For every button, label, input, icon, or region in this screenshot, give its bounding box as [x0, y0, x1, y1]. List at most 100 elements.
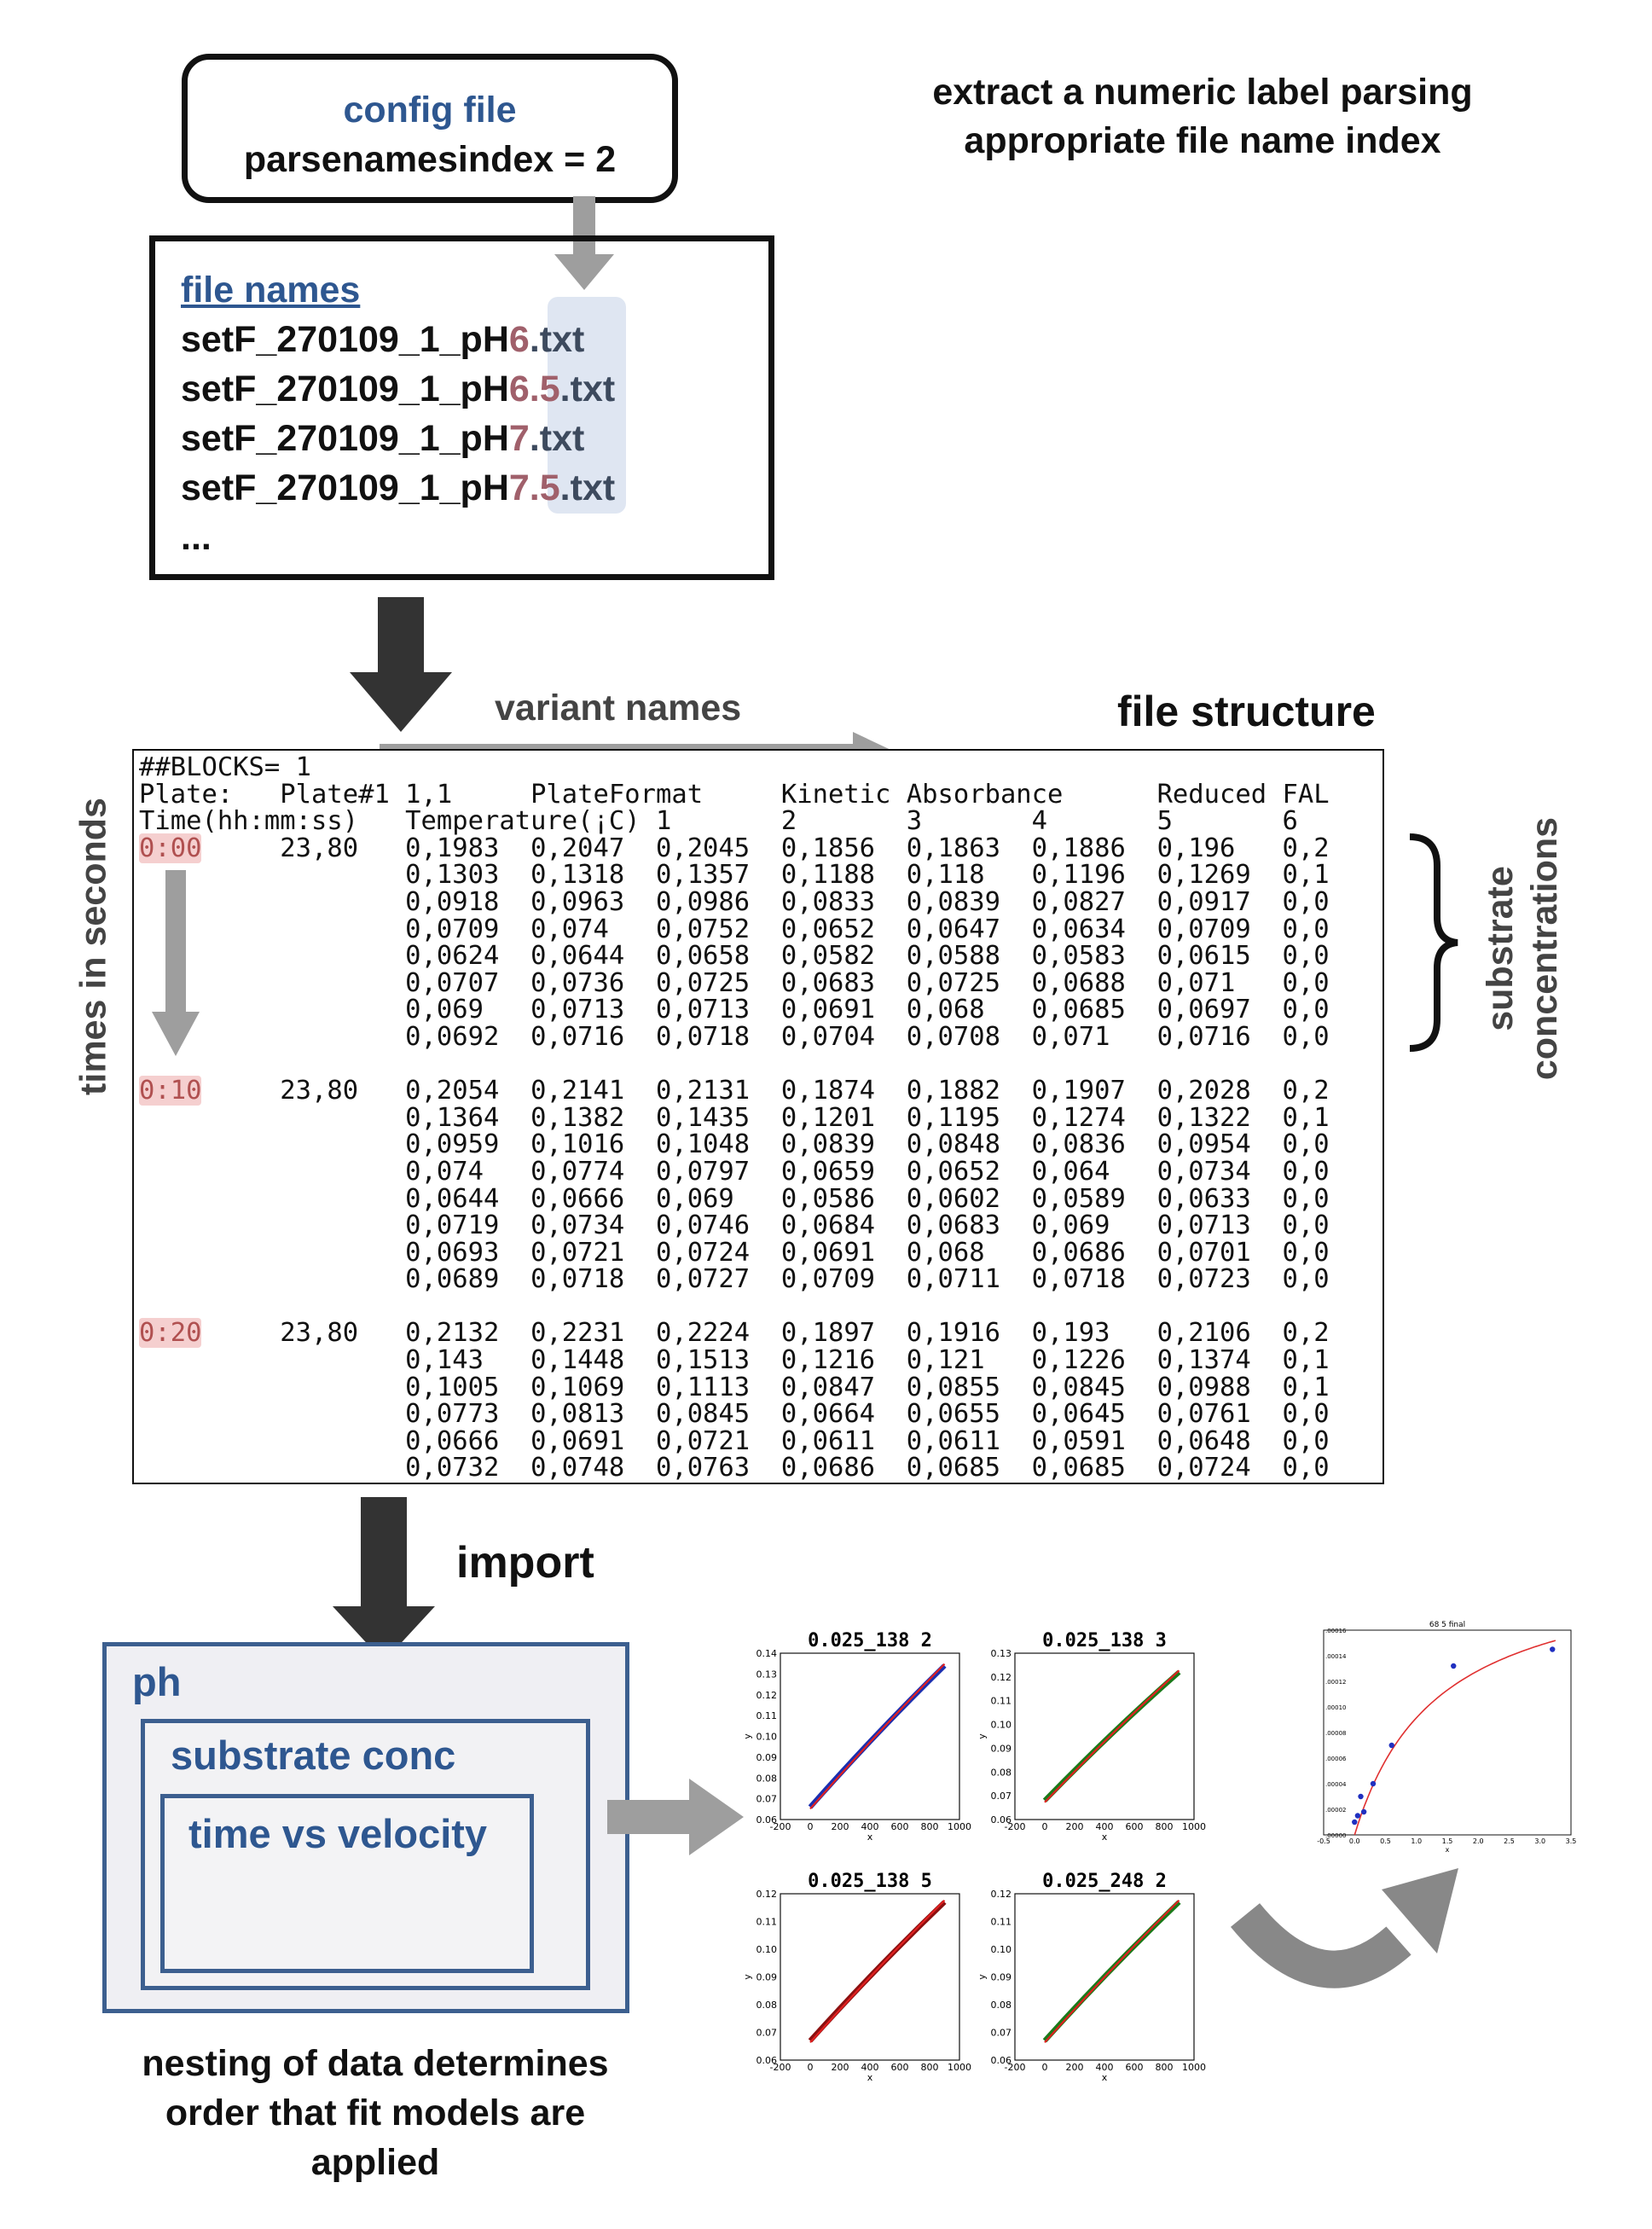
x-tick-label: 600 [1126, 1821, 1144, 1832]
y-tick-label: 0.07 [756, 2028, 778, 2039]
y-tick-label: 0.07 [756, 1794, 778, 1805]
x-tick-label: 2.0 [1473, 1837, 1484, 1845]
nest-substrate-label: substrate conc [171, 1733, 456, 1778]
nest-time-label: time vs velocity [188, 1811, 488, 1856]
y-tick-label: 0.11 [991, 1917, 1012, 1928]
small-plot-title: 0.025_138 3 [1042, 1630, 1167, 1651]
y-tick-label: 0.09 [991, 1743, 1012, 1754]
data-point [1358, 1793, 1364, 1800]
y-axis-label: y [977, 1974, 988, 1980]
y-tick-label: 0.12 [991, 1672, 1012, 1683]
y-tick-label: .00002 [1325, 1807, 1347, 1814]
config-box: config file parsenamesindex = 2 [182, 54, 678, 203]
y-tick-label: .00006 [1325, 1756, 1347, 1762]
y-tick-label: 0.08 [991, 2000, 1012, 2011]
y-tick-label: 0.10 [991, 1720, 1012, 1731]
config-arrow [554, 196, 614, 290]
file-name-line: setF_270109_1_pH6.txt [181, 319, 585, 360]
extract-note: extract a numeric label parsing appropri… [836, 68, 1569, 165]
file-structure-panel: ##BLOCKS= 1 Plate: Plate#1 1,1 PlateForm… [132, 749, 1384, 1484]
y-tick-label: 0.07 [991, 1791, 1012, 1802]
y-tick-label: 0.06 [756, 1814, 778, 1826]
x-tick-label: 0 [1042, 1821, 1048, 1832]
y-tick-label: 0.07 [991, 2028, 1012, 2039]
y-axis-label: y [742, 1974, 753, 1980]
time-arrow [152, 870, 200, 1056]
file-content: ##BLOCKS= 1 Plate: Plate#1 1,1 PlateForm… [139, 752, 1330, 1483]
y-tick-label: 0.11 [756, 1917, 778, 1928]
x-tick-label: -0.5 [1317, 1837, 1330, 1845]
final-fit-chart: 68 5 final .00000 .00002 .00004 .00006 .00008… [1317, 1621, 1576, 1854]
x-tick-label: 400 [1096, 2062, 1114, 2073]
fit-line [809, 1663, 946, 1810]
index-highlight [548, 297, 626, 514]
x-tick-label: 800 [1156, 1821, 1174, 1832]
data-point [1352, 1819, 1358, 1826]
plot-frame [1014, 1652, 1195, 1820]
x-tick-label: 800 [921, 1821, 939, 1832]
to-plots-arrow [607, 1779, 744, 1855]
small-plot-title: 0.025_248 2 [1042, 1871, 1167, 1892]
data-point [1370, 1780, 1377, 1787]
small-plot-title: 0.025_138 2 [808, 1630, 932, 1651]
extract-note-line1: extract a numeric label parsing [932, 72, 1473, 113]
y-tick-label: 0.10 [756, 1944, 778, 1955]
fit-curve [1353, 1640, 1556, 1836]
x-tick-label: 0 [808, 2062, 814, 2073]
y-tick-label: 0.08 [756, 1773, 778, 1784]
x-axis-label: x [867, 1831, 873, 1843]
x-tick-label: 400 [1096, 1821, 1114, 1832]
x-tick-label: 200 [1066, 2062, 1084, 2073]
x-tick-label: 600 [1126, 2062, 1144, 2073]
y-tick-label: 0.10 [991, 1944, 1012, 1955]
y-tick-label: 0.13 [756, 1669, 778, 1680]
x-tick-label: 3.0 [1534, 1837, 1545, 1845]
x-axis-label: x [1446, 1846, 1450, 1854]
nest-time-box: time vs velocity [160, 1794, 534, 1973]
x-tick-label: 1000 [1182, 1821, 1206, 1832]
x-tick-label: 2.5 [1504, 1837, 1515, 1845]
y-tick-label: 0.13 [991, 1648, 1012, 1659]
y-tick-label: 0.08 [991, 1767, 1012, 1778]
x-tick-label: 1000 [1182, 2062, 1206, 2073]
y-tick-label: 0.06 [991, 2055, 1012, 2066]
file-names-box: file names setF_270109_1_pH6.txt setF_27… [149, 235, 774, 580]
x-tick-label: 400 [861, 1821, 879, 1832]
chart-title: 68 5 final [1429, 1621, 1465, 1629]
x-axis-label: x [1102, 2072, 1108, 2083]
x-tick-label: 600 [891, 2062, 909, 2073]
fit-line [1044, 1669, 1180, 1803]
x-tick-label: 1.0 [1411, 1837, 1422, 1845]
x-tick-label: 800 [1156, 2062, 1174, 2073]
substrate-concentrations-label: substrate concentrations [1480, 816, 1565, 1081]
x-tick-label: 1000 [948, 2062, 971, 2073]
y-tick-label: 0.09 [991, 1972, 1012, 1983]
small-plot: 0.025_248 2 0.12 0.11 0.10 0.09 0.08 0.07 0.06-… [977, 1871, 1206, 2083]
small-plot: 0.025_138 3 0.13 0.12 0.11 0.10 0.09 0.08 0.07 0… [977, 1630, 1206, 1843]
x-tick-label: -200 [1005, 2062, 1026, 2073]
x-tick-label: 200 [832, 1821, 849, 1832]
nesting-caption: nesting of data determines order that fi… [142, 2043, 609, 2183]
import-label: import [456, 1538, 594, 1588]
y-tick-label: 0.10 [756, 1732, 778, 1743]
chart-frame [1323, 1629, 1572, 1836]
small-plot: 0.025_138 2 0.14 0.13 0.12 0.11 0.10 0.09 0.08 0… [742, 1630, 971, 1843]
x-tick-label: 0 [1042, 2062, 1048, 2073]
x-tick-label: 1.5 [1442, 1837, 1453, 1845]
small-plots-grid: 0.025_138 20.140.130.120.110.100.090.080… [742, 1630, 1206, 2083]
y-tick-label: 0.06 [756, 2055, 778, 2066]
y-tick-label: .00010 [1325, 1704, 1347, 1711]
x-tick-label: 0 [808, 1821, 814, 1832]
y-tick-label: 0.12 [991, 1889, 1012, 1900]
y-tick-label: 0.11 [756, 1710, 778, 1721]
small-plot-title: 0.025_138 5 [808, 1871, 932, 1892]
y-axis-label: y [977, 1733, 988, 1739]
x-tick-label: -200 [1005, 1821, 1026, 1832]
data-point [1550, 1646, 1556, 1652]
data-point [1388, 1742, 1394, 1749]
y-tick-label: 0.09 [756, 1752, 778, 1763]
nest-ph-label: ph [132, 1659, 182, 1704]
y-tick-label: .00012 [1325, 1679, 1347, 1686]
data-point [1451, 1663, 1457, 1669]
x-axis-label: x [867, 2072, 873, 2083]
